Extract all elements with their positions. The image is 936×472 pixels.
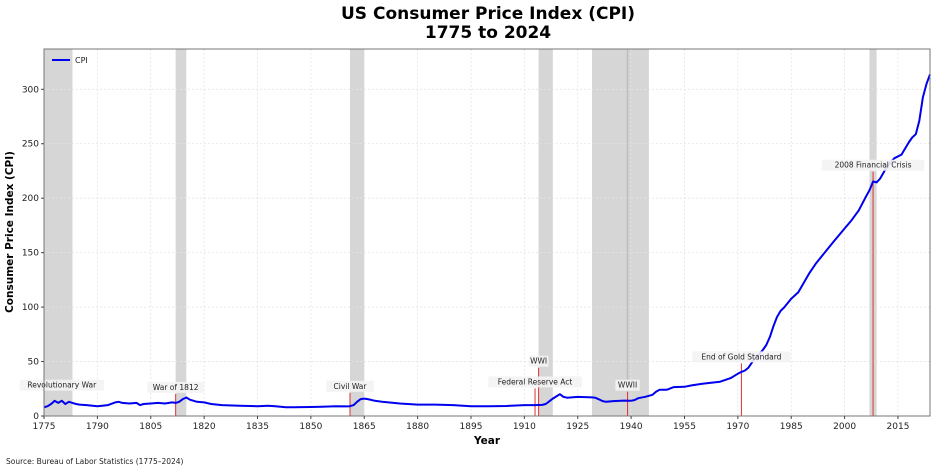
annotation-bg-7 <box>821 159 925 171</box>
x-axis-ticks: 1775 1790 1805 1820 1835 1850 1865 1880 1895 1910… <box>33 416 910 432</box>
x-tick-label-5: 1850 <box>299 422 322 432</box>
event-lines <box>175 49 874 416</box>
x-tick-label-11: 1940 <box>620 422 643 432</box>
annotation-label-0: Revolutionary War <box>27 381 97 390</box>
y-tick-label-4: 200 <box>22 194 39 204</box>
x-tick-label-3: 1820 <box>193 422 216 432</box>
annotation-bg-0 <box>19 379 104 391</box>
annotations: Revolutionary War War of 1812 Civil War Fed… <box>19 159 925 393</box>
x-tick-label-8: 1895 <box>460 422 483 432</box>
annotation-label-7: 2008 Financial Crisis <box>835 161 912 170</box>
legend: CPI <box>52 56 88 65</box>
shaded-period-1 <box>175 49 187 416</box>
y-tick-label-2: 100 <box>22 303 39 313</box>
y-axis-ticks: 0 50 100 150 200 250 300 <box>22 85 44 422</box>
y-tick-label-1: 50 <box>28 358 40 368</box>
annotation-label-6: End of Gold Standard <box>701 352 781 361</box>
x-tick-label-10: 1925 <box>566 422 589 432</box>
x-tick-label-2: 1805 <box>139 422 162 432</box>
source-note: Source: Bureau of Labor Statistics (1775… <box>6 457 184 466</box>
chart-title: US Consumer Price Index (CPI) <box>341 4 635 24</box>
y-tick-label-0: 0 <box>33 412 39 422</box>
x-tick-label-12: 1955 <box>673 422 696 432</box>
annotation-label-3: Federal Reserve Act <box>498 377 573 386</box>
annotation-label-5: WWII <box>618 381 637 390</box>
chart-subtitle: 1775 to 2024 <box>425 23 551 43</box>
x-tick-label-0: 1775 <box>33 422 56 432</box>
annotation-bg-4 <box>528 355 549 367</box>
y-tick-label-6: 300 <box>22 85 39 95</box>
annotation-bg-3 <box>488 376 582 388</box>
x-tick-label-14: 1985 <box>780 422 803 432</box>
annotation-label-2: Civil War <box>334 382 368 391</box>
annotation-label-4: WWI <box>530 357 547 366</box>
x-tick-label-1: 1790 <box>86 422 109 432</box>
annotation-bg-2 <box>326 380 374 392</box>
y-tick-label-5: 250 <box>22 140 39 150</box>
legend-label-cpi: CPI <box>75 56 88 65</box>
x-tick-label-9: 1910 <box>513 422 536 432</box>
x-tick-label-7: 1880 <box>406 422 429 432</box>
shaded-period-2 <box>350 49 365 416</box>
annotation-label-1: War of 1812 <box>153 383 199 392</box>
series-line-cpi <box>43 74 931 409</box>
x-tick-label-6: 1865 <box>353 422 376 432</box>
x-axis-label: Year <box>473 435 501 447</box>
annotation-bg-5 <box>615 379 640 391</box>
y-axis-label: Consumer Price Index (CPI) <box>4 151 16 313</box>
shaded-period-3 <box>538 49 553 416</box>
shaded-period-0 <box>44 49 73 416</box>
x-tick-label-13: 1970 <box>726 422 749 432</box>
series-group <box>43 74 931 409</box>
x-tick-label-16: 2015 <box>887 422 910 432</box>
shaded-period-4 <box>591 49 649 416</box>
annotation-bg-6 <box>692 351 791 363</box>
annotation-bg-1 <box>147 381 204 393</box>
x-tick-label-15: 2000 <box>833 422 856 432</box>
x-tick-label-4: 1835 <box>246 422 269 432</box>
y-tick-label-3: 150 <box>22 249 39 259</box>
plot-frame <box>43 48 931 417</box>
